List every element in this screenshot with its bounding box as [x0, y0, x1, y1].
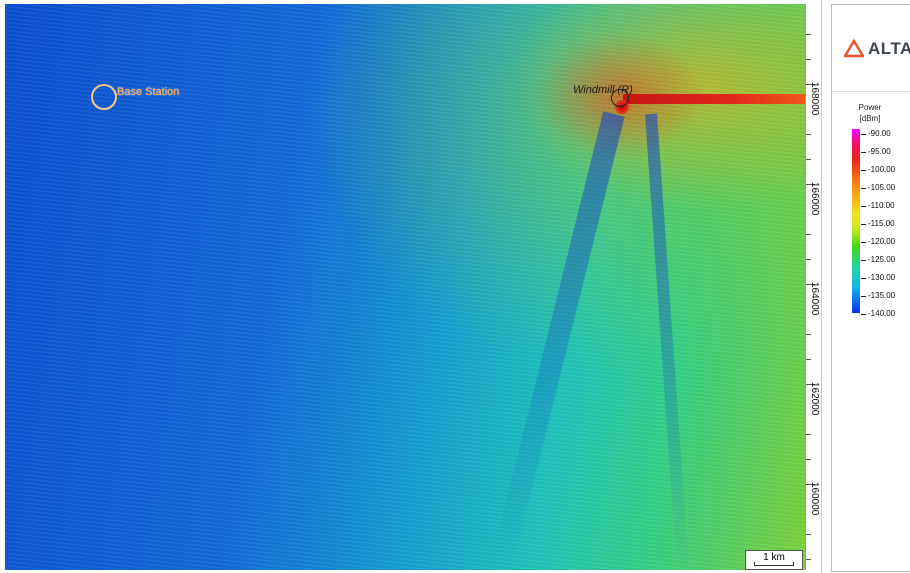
- divider: [832, 91, 910, 92]
- scale-bar-label: 1 km: [763, 552, 785, 563]
- legend-quantity: Power: [858, 103, 882, 112]
- legend-value: -115.00: [861, 219, 895, 228]
- ruler-tick: [806, 559, 811, 560]
- base-station-label: Base Station: [117, 86, 180, 98]
- ruler-tick: [806, 84, 815, 85]
- legend-value: -135.00: [860, 291, 896, 300]
- legend-unit: [dBm]: [859, 114, 881, 123]
- brand-name: ALTAIR: [868, 39, 910, 58]
- coordinate-ruler: [805, 4, 820, 570]
- ruler-tick: [806, 159, 811, 160]
- ruler-tick: [806, 334, 811, 335]
- legend-value: -95.00: [861, 147, 891, 156]
- ruler-tick: [806, 184, 815, 185]
- legend-value: -120.00: [860, 237, 896, 246]
- ruler-tick: [806, 384, 815, 385]
- legend-value: -130.00: [860, 273, 896, 282]
- ruler-tick: [806, 59, 811, 60]
- ruler-label: 166000: [809, 182, 820, 216]
- ruler-tick: [806, 534, 811, 535]
- ruler-label: 160000: [809, 482, 820, 516]
- ruler-tick: [806, 434, 811, 435]
- ruler-tick: [806, 284, 815, 285]
- ruler-label: 164000: [809, 282, 820, 316]
- high-power-beam: [623, 94, 805, 104]
- altair-logo-icon: [844, 39, 864, 58]
- windmill-label: Windmill (R): [573, 84, 633, 96]
- ruler-tick: [806, 234, 811, 235]
- legend-value: -100.00: [860, 165, 896, 174]
- shadow-ray: [645, 113, 690, 570]
- legend-value: -125.00: [860, 255, 896, 264]
- ruler-tick: [806, 459, 811, 460]
- base-station-marker[interactable]: [91, 84, 117, 110]
- legend-title: Power [dBm]: [850, 102, 890, 124]
- panel-divider[interactable]: [821, 0, 822, 573]
- ruler-tick: [806, 359, 811, 360]
- color-scale-bar: [852, 129, 860, 313]
- legend-value: -90.00: [861, 129, 891, 138]
- legend-value: -105.00: [860, 183, 896, 192]
- ruler-label: 162000: [809, 382, 820, 416]
- windmill-marker[interactable]: [611, 89, 629, 107]
- legend-panel: ALTAIR Power [dBm] -90.00 -95.00 -100.00…: [831, 4, 910, 572]
- scale-bar: 1 km: [745, 550, 803, 570]
- ruler-label: 168000: [809, 82, 820, 116]
- ruler-tick: [806, 484, 815, 485]
- shadow-ray: [492, 111, 625, 563]
- ruler-tick: [806, 134, 811, 135]
- ruler-tick: [806, 34, 811, 35]
- legend-value: -110.00: [861, 201, 895, 210]
- scale-bar-tick: [754, 562, 794, 566]
- coverage-map[interactable]: Base Station Windmill (R) 1 km: [5, 4, 805, 570]
- ruler-tick: [806, 259, 811, 260]
- legend-value: -140.00: [860, 309, 896, 318]
